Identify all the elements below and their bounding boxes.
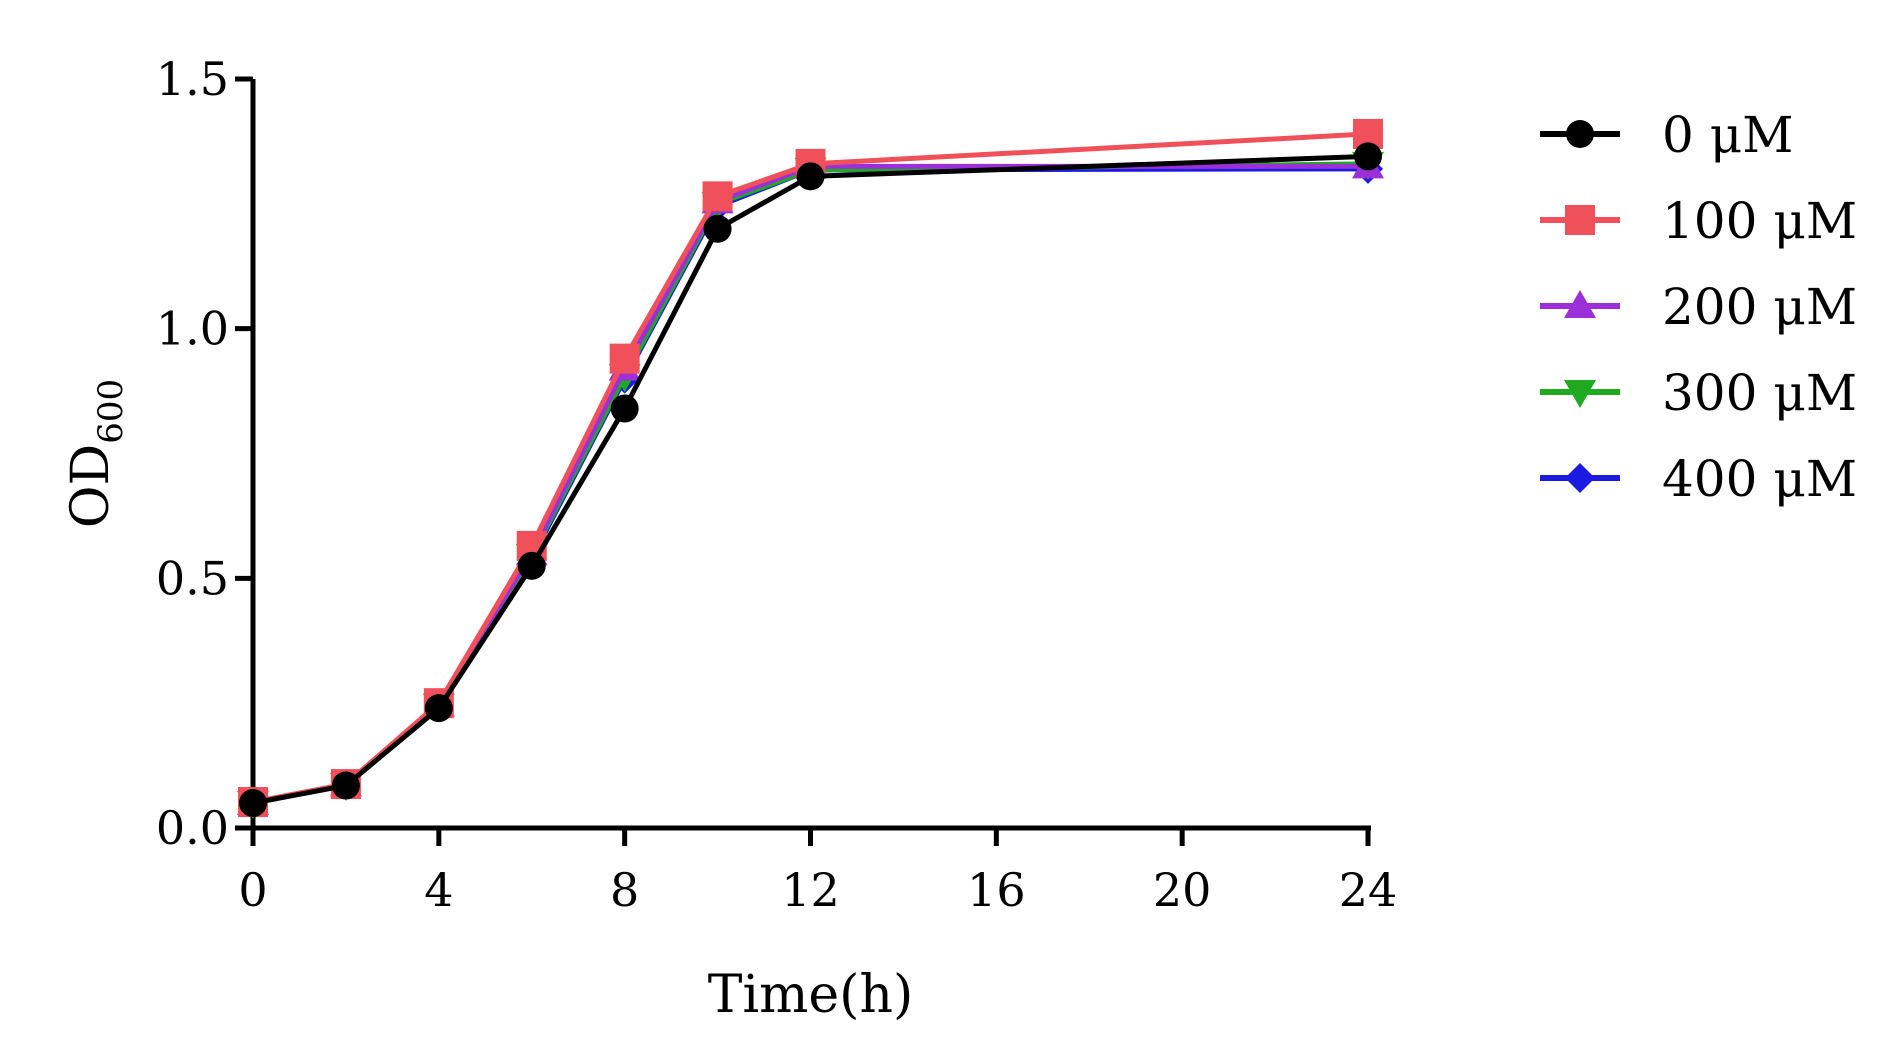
data-point: [1354, 142, 1382, 171]
axes: 0.0 0.5 1.0 1.5 0 4 8 12 16 20 24 Time(h) OD600: [61, 52, 1397, 1025]
data-point: [424, 694, 453, 723]
series-line-3: [252, 161, 1369, 806]
legend-item-4: 400 μM: [1540, 450, 1857, 508]
data-point: [703, 214, 732, 243]
x-tick-label: 8: [610, 863, 639, 917]
legend-item-2: 200 μM: [1540, 278, 1857, 336]
y-axis-title-main: OD: [61, 444, 121, 528]
x-tick-label: 20: [1153, 863, 1212, 917]
legend-label: 400 μM: [1662, 450, 1857, 508]
x-tick-label: 12: [781, 863, 840, 917]
legend-label: 300 μM: [1662, 364, 1857, 422]
x-tick-label: 0: [238, 863, 267, 917]
legend-label: 100 μM: [1662, 192, 1857, 250]
y-tick-label: 0.0: [156, 801, 229, 855]
legend: 0 μM 100 μM 200 μM 300 μM 400 μM: [1540, 106, 1857, 508]
series-line-0: [252, 153, 1369, 806]
series-0: [239, 142, 1382, 818]
data-point: [610, 394, 639, 423]
plot-area: [237, 118, 1384, 820]
x-tick-label: 4: [424, 863, 453, 917]
legend-marker: [1564, 380, 1596, 408]
legend-label: 200 μM: [1662, 278, 1857, 336]
legend-label: 0 μM: [1662, 106, 1793, 164]
legend-item-3: 300 μM: [1540, 364, 1857, 422]
legend-item-1: 100 μM: [1540, 192, 1857, 250]
data-point: [331, 771, 360, 800]
y-tick-label: 1.5: [156, 52, 229, 106]
y-axis-title: OD600: [61, 379, 131, 528]
legend-marker: [1565, 205, 1595, 235]
series-line-1: [252, 131, 1369, 805]
x-tick-label: 24: [1339, 863, 1398, 917]
y-tick-label: 0.5: [156, 551, 229, 605]
y-tick-label: 1.0: [156, 302, 229, 356]
data-point: [239, 789, 267, 818]
x-tick-label: 16: [967, 863, 1026, 917]
y-axis-title-subscript: 600: [91, 379, 131, 444]
data-point: [702, 181, 733, 212]
legend-marker: [1564, 290, 1596, 318]
series-line-4: [252, 166, 1369, 806]
series-3: [237, 151, 1384, 820]
data-point: [517, 551, 546, 580]
data-point: [609, 343, 640, 374]
data-point: [796, 162, 825, 191]
series-4: [238, 153, 1383, 819]
series-1: [238, 118, 1383, 818]
legend-item-0: 0 μM: [1540, 106, 1793, 164]
legend-marker: [1565, 463, 1595, 493]
series-line-2: [252, 163, 1368, 806]
x-axis-title: Time(h): [708, 965, 913, 1025]
legend-marker: [1566, 120, 1594, 148]
series-2: [237, 150, 1384, 816]
